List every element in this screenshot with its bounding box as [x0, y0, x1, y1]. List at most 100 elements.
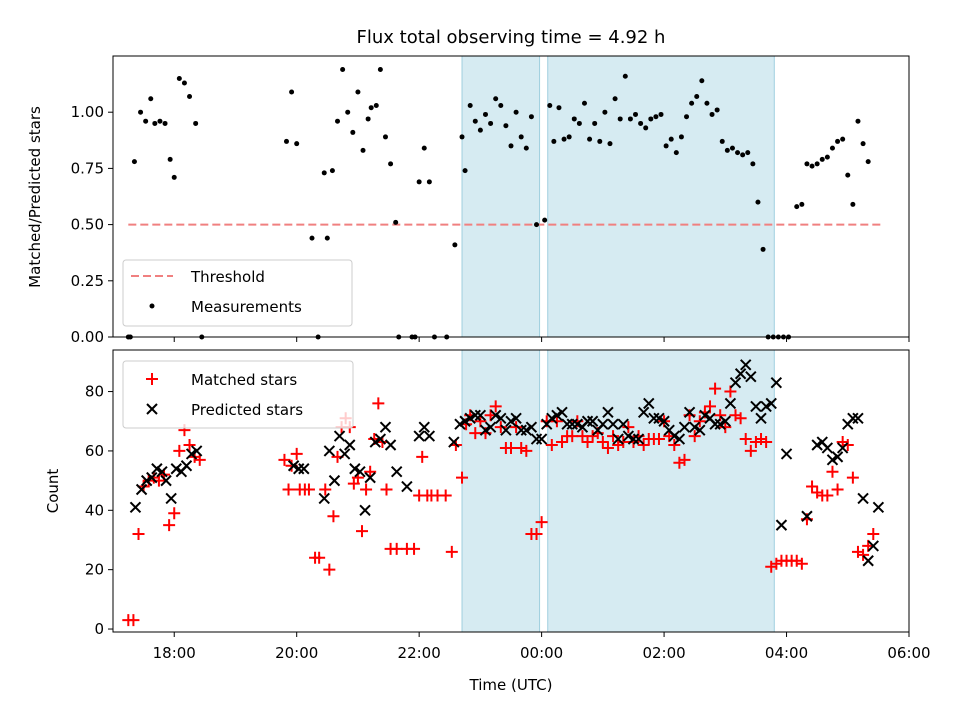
predicted-stars-point: [683, 406, 696, 419]
predicted-stars-point: [637, 406, 650, 419]
matched-stars-point: [545, 438, 558, 451]
predicted-stars-point: [293, 463, 305, 475]
measurement-point: [523, 145, 529, 151]
predicted-stars-point: [617, 418, 629, 430]
y-tick-label: 0.00: [71, 328, 104, 346]
predicted-stars-point: [581, 415, 594, 427]
predicted-stars-point: [745, 371, 757, 383]
matched-stars-point: [724, 385, 737, 398]
x-tick-label: 00:00: [520, 644, 563, 662]
matched-stars-point: [714, 409, 727, 422]
predicted-stars-point: [129, 501, 142, 514]
measurement-point: [840, 136, 846, 142]
matched-stars-point: [821, 489, 834, 502]
matched-stars-point: [439, 489, 452, 502]
observing-window: [461, 349, 541, 633]
matched-stars-point: [841, 438, 854, 451]
predicted-stars-point: [852, 412, 864, 424]
predicted-stars-point: [724, 397, 737, 410]
matched-stars-point: [474, 415, 487, 428]
matched-stars-point: [596, 436, 609, 449]
predicted-stars-point: [602, 406, 614, 419]
measurement-point: [745, 150, 751, 156]
predicted-stars-point: [729, 376, 742, 389]
predicted-stars-point: [418, 421, 430, 433]
measurement-point: [850, 201, 856, 207]
measurement-point: [345, 109, 351, 115]
predicted-stars-point: [401, 480, 413, 493]
predicted-stars-point: [535, 433, 548, 445]
measurement-point: [171, 174, 177, 180]
measurement-point: [794, 204, 800, 210]
measurement-point: [377, 66, 383, 72]
measurement-point: [814, 161, 820, 167]
bottom-legend-box: [122, 360, 354, 429]
measurement-point: [513, 109, 519, 115]
matched-stars-point: [356, 525, 369, 538]
matched-stars-point: [673, 456, 686, 469]
y-tick-label: 1.00: [71, 103, 104, 121]
predicted-stars-point: [525, 421, 538, 433]
matched-stars-point: [795, 557, 808, 570]
measurement-point: [643, 125, 649, 131]
predicted-stars-point: [566, 418, 578, 430]
measurement-point: [157, 118, 163, 124]
matched-stars-point: [846, 471, 859, 484]
measurement-point: [673, 150, 679, 156]
y-tick-label: 40: [85, 501, 104, 519]
matched-stars-point: [469, 427, 482, 440]
measurement-point: [755, 199, 761, 205]
predicted-stars-point: [379, 421, 392, 433]
measurement-point: [388, 161, 394, 167]
y-tick-label: 20: [85, 561, 104, 579]
predicted-stars-point: [146, 471, 158, 484]
matched-stars-point: [668, 438, 681, 451]
measurement-point: [740, 152, 746, 158]
measurement-point: [845, 172, 851, 178]
matched-stars-point: [372, 397, 385, 410]
predicted-stars-point: [515, 424, 527, 436]
predicted-stars-point: [374, 433, 387, 445]
predicted-stars-point: [770, 376, 783, 389]
predicted-stars-point: [384, 439, 397, 451]
measurement-point: [581, 100, 587, 106]
matched-stars-point: [556, 436, 569, 449]
measurement-point: [193, 120, 199, 126]
matched-stars-point: [127, 614, 140, 627]
predicted-stars-point: [775, 519, 788, 531]
matched-stars-point: [163, 519, 176, 532]
measurement-point: [335, 118, 341, 124]
predicted-stars-point: [469, 409, 481, 422]
measurement-point: [321, 170, 327, 176]
measurement-point: [181, 80, 187, 86]
observing-window: [461, 55, 541, 338]
measurement-point: [699, 78, 705, 84]
predicted-stars-point: [344, 439, 356, 451]
matched-stars-point: [576, 430, 589, 443]
predicted-stars-point: [323, 445, 336, 457]
matched-stars-point: [652, 433, 665, 446]
predicted-stars-point: [318, 492, 330, 505]
measurement-point: [684, 114, 690, 120]
predicted-stars-point: [847, 412, 859, 424]
bottom-observing-windows: [461, 349, 775, 633]
measurement-point: [607, 141, 613, 147]
measurement-point: [576, 120, 582, 126]
measurements-legend-swatch: [149, 303, 155, 309]
x-tick-label: 22:00: [398, 644, 441, 662]
matched-stars-point: [535, 516, 548, 529]
matched-stars-point: [390, 542, 403, 555]
measurement-point: [799, 201, 805, 207]
matched-stars-point: [857, 548, 870, 561]
bottom-x-ticks: 18:00 20:00 22:00 00:00 02:00 04:00 06:00: [153, 632, 931, 662]
measurement-point: [804, 161, 810, 167]
measurement-point: [709, 111, 715, 117]
matched-stars-point: [790, 554, 803, 567]
matched-legend-swatch: [146, 373, 158, 385]
top-x-ticks: [173, 337, 910, 342]
measurement-point: [309, 235, 315, 241]
matched-stars-point: [319, 483, 332, 496]
x-tick-label: 02:00: [642, 644, 685, 662]
x-tick-label: 04:00: [765, 644, 808, 662]
predicted-stars-point: [836, 442, 849, 454]
